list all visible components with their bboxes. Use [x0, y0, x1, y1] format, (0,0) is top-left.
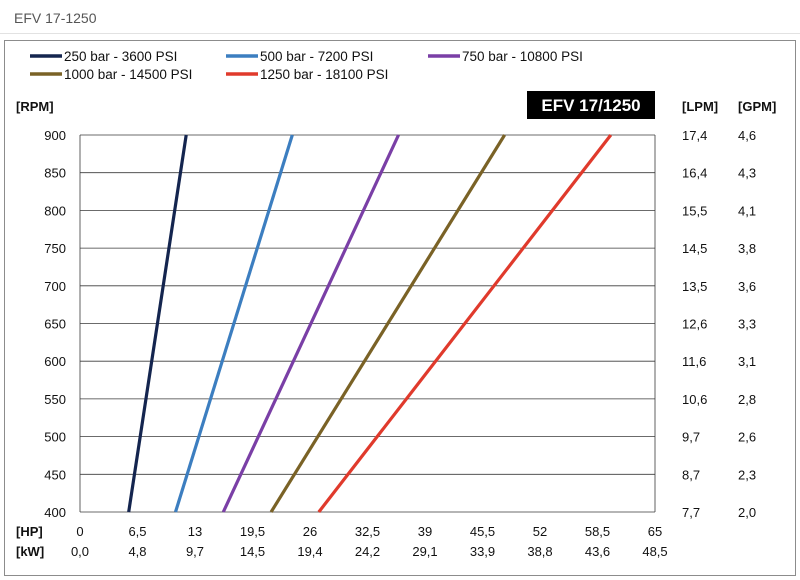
y-axis-label-lpm: [LPM]	[682, 99, 718, 114]
x-tick-label-kw: 19,4	[297, 544, 322, 559]
series-layer	[127, 134, 613, 513]
legend-label-1: 250 bar - 3600 PSI	[64, 49, 177, 64]
y-axis-label-gpm: [GPM]	[738, 99, 776, 114]
series-line-5	[317, 134, 613, 513]
y-tick-label-gpm: 3,8	[738, 241, 756, 256]
grid-layer	[79, 134, 656, 513]
y-tick-label-gpm: 2,6	[738, 430, 756, 445]
x-tick-label-hp: 45,5	[470, 524, 495, 539]
y-tick-label-rpm: 700	[44, 279, 66, 294]
axis-layer: 400 7,7 2,0 450 8,7 2,3 500 9,7 2,6 550 10,6 2,8 600…	[44, 128, 756, 559]
legend-label-5: 1250 bar - 18100 PSI	[260, 67, 388, 82]
y-tick-label-rpm: 550	[44, 392, 66, 407]
chart-title-badge	[527, 91, 655, 119]
x-tick-label-kw: 43,6	[585, 544, 610, 559]
y-tick-label-gpm: 4,3	[738, 166, 756, 181]
chart-title: EFV 17/1250	[541, 96, 640, 115]
x-tick-label-kw: 14,5	[240, 544, 265, 559]
x-tick-label-hp: 52	[533, 524, 547, 539]
series-line-2	[173, 134, 294, 513]
x-tick-label-kw: 9,7	[186, 544, 204, 559]
y-axis-label-rpm: [RPM]	[16, 99, 54, 114]
series-line-4	[269, 134, 506, 513]
x-axis-label-hp: [HP]	[16, 524, 43, 539]
y-tick-label-lpm: 17,4	[682, 128, 707, 143]
y-tick-label-gpm: 3,1	[738, 354, 756, 369]
x-tick-label-kw: 48,5	[642, 544, 667, 559]
legend-label-4: 1000 bar - 14500 PSI	[64, 67, 192, 82]
y-tick-label-rpm: 800	[44, 203, 66, 218]
y-tick-label-lpm: 8,7	[682, 467, 700, 482]
x-tick-label-kw: 24,2	[355, 544, 380, 559]
x-tick-label-hp: 58,5	[585, 524, 610, 539]
y-tick-label-rpm: 750	[44, 241, 66, 256]
series-line-1	[127, 134, 188, 513]
y-tick-label-lpm: 14,5	[682, 241, 707, 256]
y-tick-label-gpm: 3,3	[738, 317, 756, 332]
y-tick-label-rpm: 400	[44, 505, 66, 520]
y-tick-label-rpm: 500	[44, 430, 66, 445]
y-tick-label-lpm: 10,6	[682, 392, 707, 407]
y-tick-label-gpm: 3,6	[738, 279, 756, 294]
x-tick-label-hp: 19,5	[240, 524, 265, 539]
x-tick-label-hp: 13	[188, 524, 202, 539]
x-tick-label-kw: 33,9	[470, 544, 495, 559]
y-tick-label-lpm: 11,6	[682, 354, 706, 369]
y-tick-label-lpm: 13,5	[682, 279, 707, 294]
x-axis-label-kw: [kW]	[16, 544, 44, 559]
y-tick-label-gpm: 4,1	[738, 203, 756, 218]
y-tick-label-lpm: 12,6	[682, 317, 707, 332]
y-tick-label-rpm: 650	[44, 317, 66, 332]
legend-layer: 250 bar - 3600 PSI 500 bar - 7200 PSI 750 …	[30, 49, 583, 82]
y-tick-label-lpm: 15,5	[682, 203, 707, 218]
legend-label-3: 750 bar - 10800 PSI	[462, 49, 583, 64]
x-tick-label-kw: 0,0	[71, 544, 89, 559]
y-tick-label-gpm: 4,6	[738, 128, 756, 143]
y-tick-label-rpm: 600	[44, 354, 66, 369]
x-tick-label-hp: 39	[418, 524, 432, 539]
y-tick-label-gpm: 2,0	[738, 505, 756, 520]
x-tick-label-kw: 4,8	[128, 544, 146, 559]
x-tick-label-hp: 6,5	[128, 524, 146, 539]
y-tick-label-gpm: 2,8	[738, 392, 756, 407]
y-tick-label-lpm: 7,7	[682, 505, 700, 520]
x-tick-label-hp: 0	[76, 524, 83, 539]
y-tick-label-lpm: 16,4	[682, 166, 707, 181]
x-tick-label-hp: 26	[303, 524, 317, 539]
page-title: EFV 17-1250	[14, 10, 97, 26]
y-tick-label-rpm: 900	[44, 128, 66, 143]
y-tick-label-rpm: 450	[44, 467, 66, 482]
x-tick-label-kw: 29,1	[412, 544, 437, 559]
x-tick-label-hp: 32,5	[355, 524, 380, 539]
x-tick-label-hp: 65	[648, 524, 662, 539]
x-tick-label-kw: 38,8	[527, 544, 552, 559]
y-tick-label-lpm: 9,7	[682, 430, 700, 445]
legend-label-2: 500 bar - 7200 PSI	[260, 49, 373, 64]
y-tick-label-gpm: 2,3	[738, 467, 756, 482]
y-tick-label-rpm: 850	[44, 166, 66, 181]
series-line-3	[221, 134, 400, 513]
chart-frame	[4, 40, 796, 576]
title-divider	[0, 33, 800, 34]
